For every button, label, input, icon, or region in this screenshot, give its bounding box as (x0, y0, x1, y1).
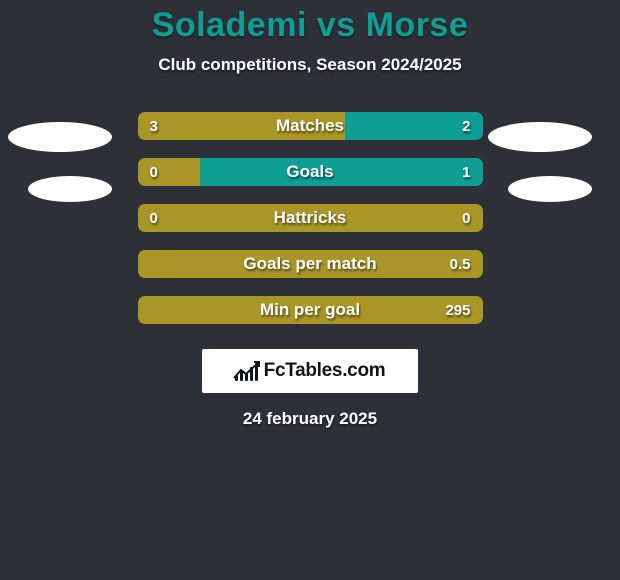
bar-right-fill (200, 158, 483, 186)
avatar-placeholder (508, 176, 592, 202)
bar-left-fill (138, 158, 200, 186)
stat-row: Goals per match0.5 (0, 241, 620, 287)
stat-bar: Min per goal295 (138, 296, 483, 324)
barchart-icon (235, 361, 258, 381)
avatar-placeholder (488, 122, 592, 152)
bar-left-fill (138, 296, 483, 324)
stat-bar: Matches32 (138, 112, 483, 140)
logo-bar (245, 373, 248, 381)
bar-left-fill (138, 204, 483, 232)
subtitle: Club competitions, Season 2024/2025 (0, 55, 620, 75)
date-text: 24 february 2025 (0, 409, 620, 429)
stat-row: Hattricks00 (0, 195, 620, 241)
stat-bar: Goals01 (138, 158, 483, 186)
logo-bar (250, 367, 253, 381)
stat-bar: Goals per match0.5 (138, 250, 483, 278)
bar-right-fill (345, 112, 483, 140)
logo-box: FcTables.com (202, 349, 418, 393)
avatar-placeholder (28, 176, 112, 202)
logo-bar (255, 363, 258, 381)
logo-bar (235, 375, 238, 381)
logo-text: FcTables.com (264, 360, 386, 382)
avatar-placeholder (8, 122, 112, 152)
stage: Solademi vs Morse Club competitions, Sea… (0, 0, 620, 580)
logo-bar (240, 371, 243, 381)
bar-left-fill (138, 112, 345, 140)
stat-bar: Hattricks00 (138, 204, 483, 232)
stat-row: Min per goal295 (0, 287, 620, 333)
page-title: Solademi vs Morse (0, 6, 620, 45)
bar-left-fill (138, 250, 483, 278)
